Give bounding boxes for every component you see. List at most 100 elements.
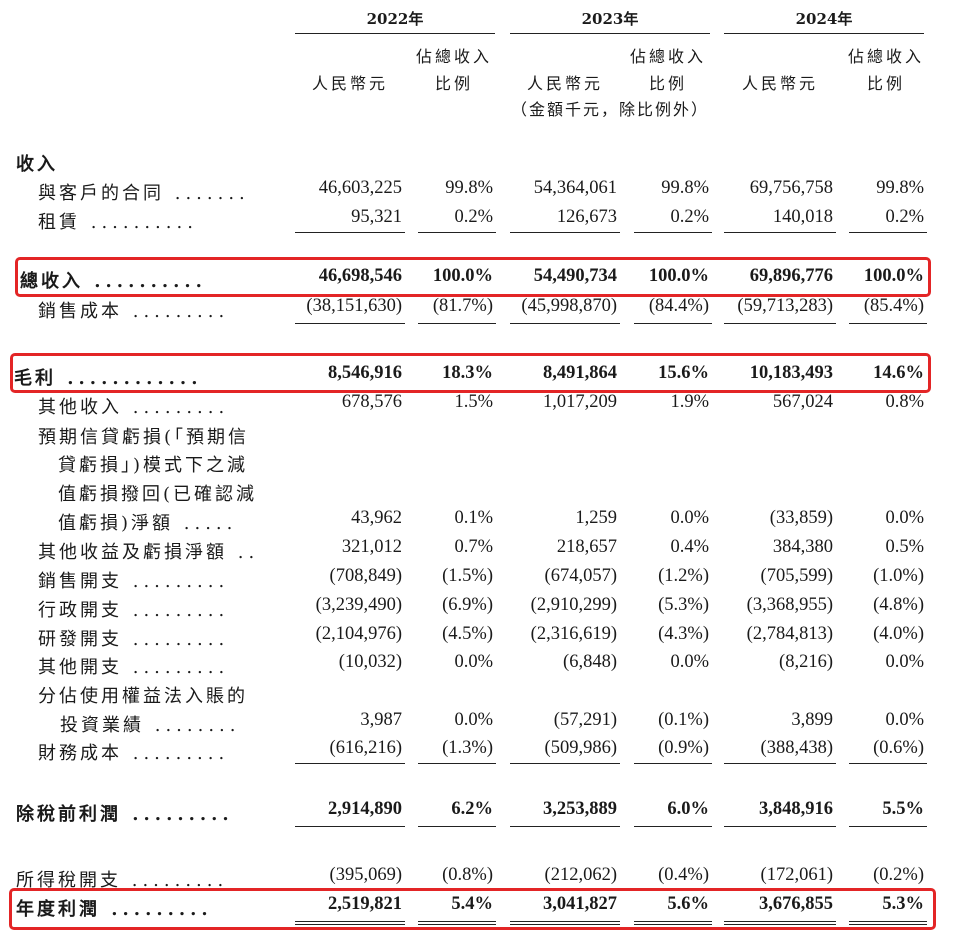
leader-dots: ....... — [164, 183, 250, 204]
ratio-header-2024-line1: 佔總收入 — [847, 47, 924, 66]
ratio-cell: 14.6% — [873, 363, 924, 383]
ratio-cell: 0.0% — [885, 710, 924, 730]
single-underline — [634, 763, 712, 764]
ratio-cell: (0.4%) — [658, 865, 709, 885]
double-underline — [634, 921, 712, 925]
double-underline — [418, 921, 496, 925]
single-underline — [724, 232, 836, 233]
leader-dots: ......... — [122, 629, 230, 650]
ratio-cell: (1.0%) — [873, 566, 924, 586]
highlight-total-revenue — [15, 257, 931, 297]
amount-cell: 3,987 — [360, 710, 402, 730]
double-underline — [295, 921, 405, 925]
ratio-cell: (0.9%) — [658, 738, 709, 758]
amount-cell: 218,657 — [556, 537, 617, 557]
leader-dots: ..... — [173, 513, 238, 534]
single-underline — [634, 323, 712, 324]
ratio-cell: (4.0%) — [873, 624, 924, 644]
ratio-cell: 5.6% — [667, 894, 709, 914]
double-underline — [510, 921, 620, 925]
ratio-cell: 5.3% — [882, 894, 924, 914]
ratio-cell: 100.0% — [648, 266, 709, 286]
highlight-gross-profit — [10, 353, 931, 393]
row-label-text: 投資業績 — [60, 715, 144, 736]
amount-cell: 3,848,916 — [759, 799, 833, 819]
leader-dots: ......... — [122, 397, 230, 418]
ratio-cell: 0.0% — [885, 508, 924, 528]
single-underline — [849, 323, 927, 324]
ratio-cell: 0.0% — [454, 652, 493, 672]
amount-cell: (8,216) — [779, 652, 833, 672]
amount-cell: 54,490,734 — [533, 266, 617, 286]
amount-cell: 95,321 — [351, 207, 402, 227]
amount-cell: 384,380 — [772, 537, 833, 557]
ratio-header-2022-line1: 佔總收入 — [415, 47, 492, 66]
single-underline — [634, 232, 712, 233]
ratio-cell: 0.2% — [885, 207, 924, 227]
row-label-text: 財務成本 — [38, 743, 122, 764]
row-label: 其他收入 ......... — [38, 393, 229, 419]
amount-cell: 1,259 — [575, 508, 617, 528]
row-label-text: 預期信貸虧損(「預期信 — [38, 427, 250, 448]
row-label: 銷售成本 ......... — [38, 297, 229, 323]
year-header-2023: 2023年 — [581, 10, 639, 28]
ratio-cell: (6.9%) — [442, 595, 493, 615]
ratio-cell: 0.0% — [670, 652, 709, 672]
amount-cell: (3,239,490) — [315, 595, 402, 615]
single-underline — [510, 763, 620, 764]
ratio-cell: 99.8% — [876, 178, 924, 198]
single-underline — [510, 232, 620, 233]
single-underline — [634, 826, 712, 827]
amount-cell: (674,057) — [544, 566, 617, 586]
row-label: 值虧損)淨額 ..... — [58, 509, 237, 535]
row-label: 租賃 .......... — [38, 208, 198, 234]
amount-cell: (2,316,619) — [530, 624, 617, 644]
amount-cell: (172,061) — [760, 865, 833, 885]
single-underline — [418, 232, 496, 233]
amount-cell: 678,576 — [341, 392, 402, 412]
single-underline — [418, 323, 496, 324]
single-underline — [295, 826, 405, 827]
row-label-text: 除稅前利潤 — [16, 804, 121, 825]
row-label: 收入 — [16, 150, 58, 176]
row-label: 研發開支 ......... — [38, 625, 229, 651]
amount-cell: (509,986) — [544, 738, 617, 758]
amount-cell: (6,848) — [563, 652, 617, 672]
ratio-cell: 0.0% — [454, 710, 493, 730]
ratio-cell: 0.5% — [885, 537, 924, 557]
amount-cell: 8,491,864 — [543, 363, 617, 383]
single-underline — [724, 323, 836, 324]
ratio-cell: (4.5%) — [442, 624, 493, 644]
row-label: 預期信貸虧損(「預期信 — [38, 423, 249, 449]
ratio-cell: 0.1% — [454, 508, 493, 528]
single-underline — [849, 826, 927, 827]
amount-cell: 46,698,546 — [318, 266, 402, 286]
amount-cell: 3,041,827 — [543, 894, 617, 914]
ratio-cell: 1.5% — [454, 392, 493, 412]
row-label: 其他開支 ......... — [38, 653, 229, 679]
single-underline — [724, 826, 836, 827]
row-label: 年度利潤 ......... — [16, 895, 213, 921]
amount-cell: (708,849) — [329, 566, 402, 586]
amount-cell: 69,896,776 — [749, 266, 833, 286]
leader-dots: ........ — [144, 715, 241, 736]
ratio-cell: 0.2% — [454, 207, 493, 227]
amount-cell: 140,018 — [772, 207, 833, 227]
ratio-cell: (84.4%) — [648, 296, 709, 316]
ratio-header-2023-line2: 比例 — [648, 74, 687, 93]
row-label-text: 其他收入 — [38, 397, 122, 418]
year-header-2024: 2024年 — [795, 10, 853, 28]
single-underline — [724, 763, 836, 764]
ratio-header-2024-line2: 比例 — [866, 74, 905, 93]
amount-cell: (388,438) — [760, 738, 833, 758]
row-label: 與客戶的合同 ....... — [38, 179, 250, 205]
ratio-cell: (5.3%) — [658, 595, 709, 615]
ratio-cell: (0.6%) — [873, 738, 924, 758]
row-label-text: 租賃 — [38, 212, 80, 233]
amount-cell: 3,899 — [791, 710, 833, 730]
ratio-cell: 1.9% — [670, 392, 709, 412]
leader-dots: ......... — [100, 899, 213, 920]
row-label: 投資業績 ........ — [60, 711, 241, 737]
amount-cell: (2,104,976) — [315, 624, 402, 644]
row-label-text: 研發開支 — [38, 629, 122, 650]
